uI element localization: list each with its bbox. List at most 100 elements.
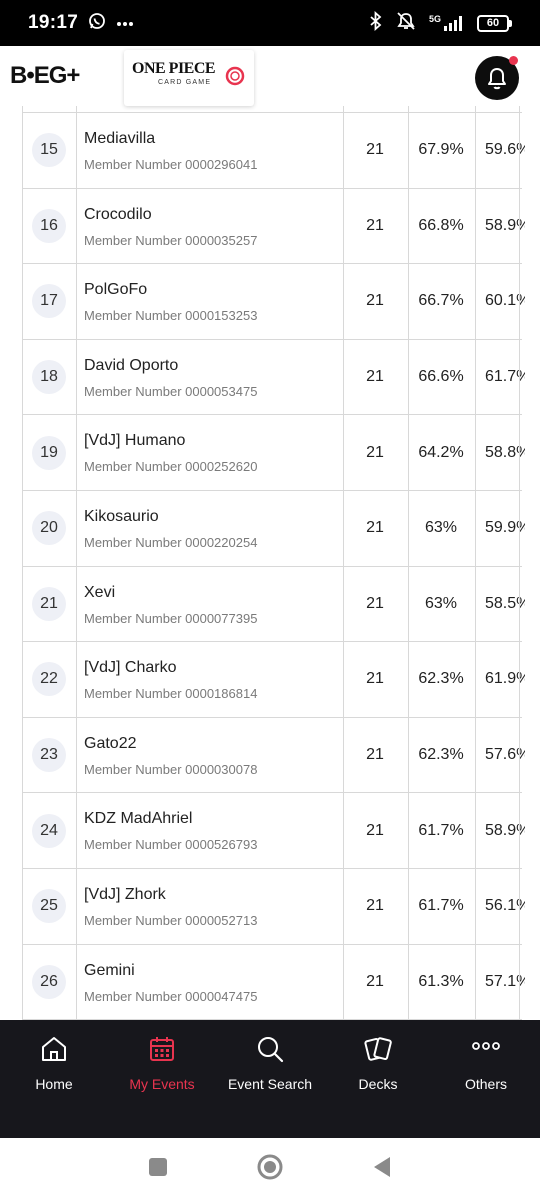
omw-cell: 63% (424, 594, 458, 612)
system-nav-bar (0, 1138, 540, 1200)
table-row[interactable]: 15 Mediavilla Member Number 0000296041 2… (22, 113, 525, 189)
rank-badge: 17 (32, 284, 66, 319)
points-cell: 21 (366, 972, 384, 990)
gw-cell: 57.6% (485, 746, 525, 764)
bell-icon (488, 68, 506, 90)
member-number: Member Number 0000030078 (84, 761, 258, 777)
omw-cell: 66.7% (418, 292, 464, 310)
rank-badge: 23 (32, 738, 66, 773)
nav-others[interactable]: Others (432, 1020, 540, 1138)
rank-cell: 26 (22, 945, 76, 1020)
player-name: Xevi (84, 583, 116, 601)
member-number: Member Number 0000252620 (84, 459, 258, 475)
points-cell: 21 (366, 821, 384, 839)
rank-cell: 15 (22, 113, 76, 188)
player-cell: David Oporto Member Number 0000053475 (84, 340, 342, 415)
player-name: [VdJ] Zhork (84, 885, 166, 903)
player-cell: [VdJ] Zhork Member Number 0000052713 (84, 869, 342, 944)
points-cell: 21 (366, 216, 384, 234)
table-row[interactable]: 21 Xevi Member Number 0000077395 21 63% … (22, 567, 525, 643)
more-dots-icon (470, 1034, 502, 1064)
player-name: PolGoFo (84, 281, 148, 299)
points-cell: 21 (366, 897, 384, 915)
member-number: Member Number 0000220254 (84, 534, 258, 550)
circle-home-icon (257, 1154, 283, 1179)
table-row[interactable]: 23 Gato22 Member Number 0000030078 21 62… (22, 718, 525, 794)
rank-cell: 19 (22, 415, 76, 490)
recents-button[interactable] (148, 1157, 168, 1182)
nav-home[interactable]: Home (0, 1020, 108, 1138)
calendar-icon (147, 1034, 177, 1064)
event-logo-subtitle: CARD GAME (158, 79, 212, 86)
gw-cell: 58.9% (485, 821, 525, 839)
status-bar: 19:17 5G 60 (0, 0, 540, 46)
nav-decks[interactable]: Decks (324, 1020, 432, 1138)
table-row[interactable]: 20 Kikosaurio Member Number 0000220254 2… (22, 491, 525, 567)
home-system-button[interactable] (256, 1153, 284, 1186)
table-row[interactable]: 22 [VdJ] Charko Member Number 0000186814… (22, 642, 525, 718)
rank-badge: 15 (32, 133, 66, 168)
col-divider (475, 106, 476, 1020)
standings-table[interactable]: 15 Mediavilla Member Number 0000296041 2… (0, 106, 540, 1020)
player-name: Crocodilo (84, 205, 152, 223)
points-cell: 21 (366, 519, 384, 537)
omw-cell: 63% (424, 519, 458, 537)
table-row[interactable]: 19 [VdJ] Humano Member Number 0000252620… (22, 415, 525, 491)
omw-cell: 66.6% (418, 368, 464, 386)
rank-badge: 22 (32, 662, 66, 697)
col-divider (408, 106, 409, 1020)
omw-cell: 61.7% (418, 897, 464, 915)
member-number: Member Number 0000077395 (84, 610, 258, 626)
one-piece-card-game-logo: ONE PIECE CARD GAME (124, 50, 254, 106)
player-cell: Kikosaurio Member Number 0000220254 (84, 491, 342, 566)
table-row[interactable]: 25 [VdJ] Zhork Member Number 0000052713 … (22, 869, 525, 945)
omw-cell: 61.3% (418, 972, 464, 990)
gw-cell: 59.6% (485, 141, 525, 159)
member-number: Member Number 0000053475 (84, 383, 258, 399)
bluetooth-icon (369, 10, 383, 36)
omw-cell: 61.7% (418, 821, 464, 839)
member-number: Member Number 0000047475 (84, 988, 258, 1004)
rank-cell: 18 (22, 340, 76, 415)
back-button[interactable] (372, 1156, 392, 1183)
event-logo-title: ONE PIECE (132, 60, 216, 77)
nav-event-search[interactable]: Event Search (216, 1020, 324, 1138)
alarm-off-icon (395, 11, 417, 36)
player-cell: PolGoFo Member Number 0000153253 (84, 264, 342, 339)
player-name: Gemini (84, 961, 135, 979)
rank-cell: 20 (22, 491, 76, 566)
table-row[interactable]: 16 Crocodilo Member Number 0000035257 21… (22, 189, 525, 265)
gw-cell: 60.1% (485, 292, 525, 310)
gw-cell: 58.5% (485, 594, 525, 612)
table-row[interactable]: 17 PolGoFo Member Number 0000153253 21 6… (22, 264, 525, 340)
member-number: Member Number 0000153253 (84, 308, 258, 324)
nav-my-events-label: My Events (129, 1076, 195, 1092)
battery-level: 60 (477, 14, 509, 32)
member-number: Member Number 0000526793 (84, 837, 258, 853)
table-row[interactable]: 24 KDZ MadAhriel Member Number 000052679… (22, 793, 525, 869)
player-cell: Crocodilo Member Number 0000035257 (84, 189, 342, 264)
col-divider (76, 106, 77, 1020)
player-cell: KDZ MadAhriel Member Number 0000526793 (84, 793, 342, 868)
player-cell: [VdJ] Charko Member Number 0000186814 (84, 642, 342, 717)
table-row[interactable]: 18 David Oporto Member Number 0000053475… (22, 340, 525, 416)
member-number: Member Number 0000296041 (84, 157, 258, 172)
rank-badge: 26 (32, 964, 66, 999)
nav-home-label: Home (35, 1076, 73, 1092)
nav-my-events[interactable]: My Events (108, 1020, 216, 1138)
battery-icon: 60 (477, 14, 512, 32)
nav-others-label: Others (464, 1076, 507, 1092)
notifications-button[interactable] (475, 56, 519, 100)
omw-cell: 66.8% (418, 216, 464, 234)
player-name: Gato22 (84, 734, 137, 752)
rank-cell: 21 (22, 567, 76, 642)
points-cell: 21 (366, 141, 384, 159)
table-row[interactable]: 26 Gemini Member Number 0000047475 21 61… (22, 945, 525, 1020)
bandai-tcg-plus-logo[interactable]: B•EG+ (10, 62, 80, 89)
points-cell: 21 (366, 292, 384, 310)
points-cell: 21 (366, 594, 384, 612)
player-cell: Mediavilla Member Number 0000296041 (84, 113, 342, 188)
omw-cell: 62.3% (418, 746, 464, 764)
player-cell: Gato22 Member Number 0000030078 (84, 718, 342, 793)
rank-cell: 17 (22, 264, 76, 339)
